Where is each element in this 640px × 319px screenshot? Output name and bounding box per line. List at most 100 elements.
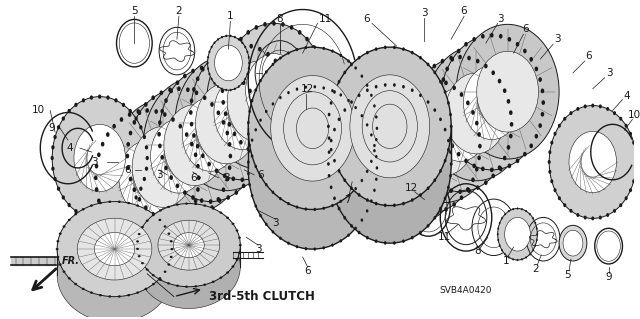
Ellipse shape (296, 48, 298, 51)
Ellipse shape (402, 202, 405, 205)
Ellipse shape (366, 51, 369, 54)
Ellipse shape (558, 124, 561, 128)
Ellipse shape (51, 145, 54, 150)
Ellipse shape (196, 83, 257, 164)
Ellipse shape (541, 89, 544, 93)
Ellipse shape (298, 30, 301, 35)
Ellipse shape (305, 85, 307, 89)
Ellipse shape (128, 239, 131, 243)
Ellipse shape (532, 217, 534, 219)
Ellipse shape (212, 281, 214, 283)
Ellipse shape (259, 79, 262, 82)
Ellipse shape (287, 202, 290, 205)
Ellipse shape (361, 90, 464, 224)
Ellipse shape (63, 271, 65, 273)
Ellipse shape (258, 174, 262, 178)
Ellipse shape (548, 170, 552, 174)
Ellipse shape (441, 59, 444, 63)
Ellipse shape (265, 110, 268, 113)
Ellipse shape (259, 174, 262, 178)
Ellipse shape (366, 84, 369, 87)
Ellipse shape (360, 179, 363, 182)
Ellipse shape (227, 195, 230, 200)
Ellipse shape (529, 57, 533, 62)
Ellipse shape (466, 100, 470, 105)
Ellipse shape (632, 141, 636, 145)
Ellipse shape (433, 71, 436, 74)
Ellipse shape (472, 37, 476, 42)
Ellipse shape (375, 138, 378, 141)
Ellipse shape (456, 24, 559, 159)
Ellipse shape (146, 219, 148, 222)
Ellipse shape (476, 59, 479, 63)
Text: 11: 11 (319, 14, 332, 25)
Ellipse shape (191, 69, 195, 73)
Ellipse shape (189, 110, 193, 115)
Ellipse shape (120, 117, 124, 122)
Ellipse shape (375, 202, 378, 205)
Ellipse shape (152, 274, 155, 276)
Ellipse shape (99, 294, 102, 296)
Ellipse shape (449, 113, 452, 116)
Ellipse shape (350, 187, 353, 190)
Ellipse shape (221, 100, 225, 105)
Ellipse shape (538, 123, 542, 128)
Ellipse shape (490, 167, 493, 172)
Ellipse shape (266, 52, 270, 56)
Ellipse shape (255, 165, 257, 168)
Ellipse shape (369, 107, 372, 112)
Ellipse shape (449, 188, 453, 193)
Ellipse shape (228, 154, 232, 159)
Ellipse shape (144, 205, 148, 210)
Ellipse shape (74, 124, 125, 192)
Ellipse shape (393, 83, 396, 87)
Ellipse shape (629, 188, 632, 192)
Ellipse shape (158, 220, 220, 270)
Ellipse shape (471, 177, 475, 182)
Text: 8: 8 (276, 14, 284, 25)
Ellipse shape (476, 185, 479, 190)
Ellipse shape (248, 47, 377, 210)
Ellipse shape (345, 100, 448, 235)
Ellipse shape (186, 87, 189, 92)
Ellipse shape (331, 89, 333, 92)
Ellipse shape (298, 147, 301, 151)
Ellipse shape (570, 111, 573, 115)
Ellipse shape (251, 154, 253, 158)
Ellipse shape (508, 256, 510, 259)
Ellipse shape (271, 76, 355, 181)
Ellipse shape (366, 236, 369, 240)
Ellipse shape (393, 241, 396, 245)
Ellipse shape (248, 183, 251, 186)
Ellipse shape (265, 183, 268, 186)
Ellipse shape (138, 204, 240, 287)
Ellipse shape (312, 132, 315, 136)
Ellipse shape (328, 113, 330, 116)
Ellipse shape (382, 110, 386, 115)
Ellipse shape (233, 132, 236, 136)
Ellipse shape (427, 100, 429, 104)
Ellipse shape (128, 112, 131, 117)
Text: 3: 3 (606, 68, 613, 78)
Text: 1: 1 (502, 256, 509, 266)
Ellipse shape (375, 144, 379, 148)
Ellipse shape (132, 120, 136, 125)
Ellipse shape (281, 155, 285, 160)
Ellipse shape (56, 256, 60, 258)
Ellipse shape (159, 67, 262, 202)
Ellipse shape (118, 295, 121, 298)
Ellipse shape (168, 263, 170, 266)
Ellipse shape (224, 111, 227, 116)
Ellipse shape (201, 67, 205, 71)
Text: SVB4A0420: SVB4A0420 (440, 286, 492, 295)
Ellipse shape (258, 47, 262, 52)
Ellipse shape (599, 104, 602, 108)
Ellipse shape (248, 144, 251, 147)
Ellipse shape (312, 45, 315, 50)
Ellipse shape (280, 153, 284, 158)
Ellipse shape (251, 99, 253, 102)
Ellipse shape (223, 174, 227, 178)
Ellipse shape (450, 124, 452, 128)
Ellipse shape (238, 38, 240, 41)
Ellipse shape (145, 167, 148, 171)
